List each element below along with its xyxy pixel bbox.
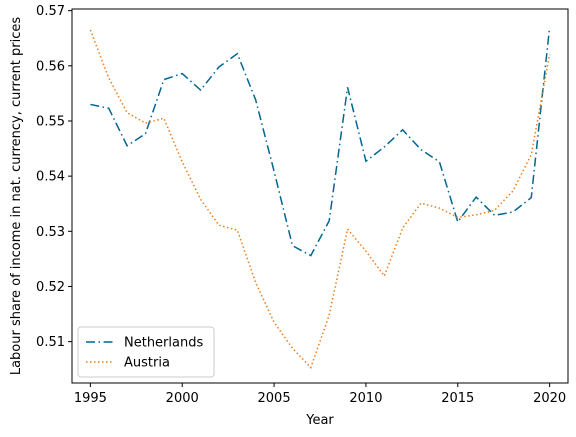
y-tick-label: 0.52 [36, 280, 65, 295]
axes-frame [71, 8, 569, 384]
series-line-austria [89, 29, 551, 369]
y-tick-label: 0.56 [36, 59, 65, 74]
y-tick-label: 0.51 [36, 335, 65, 350]
y-axis-label: Labour share of income in nat. currency,… [9, 17, 24, 376]
legend-label-austria: Austria [124, 356, 170, 371]
y-axis-ticks: 0.51 0.52 0.53 0.54 0.55 0.56 0.57 [36, 4, 72, 350]
legend: Netherlands Austria [77, 326, 215, 378]
x-tick-label: 2020 [533, 391, 566, 406]
x-tick-label: 2005 [258, 391, 291, 406]
y-tick-label: 0.55 [36, 114, 65, 129]
legend-label-netherlands: Netherlands [124, 336, 203, 351]
x-tick-label: 2010 [349, 391, 382, 406]
x-tick-label: 2015 [441, 391, 474, 406]
y-tick-label: 0.54 [36, 170, 65, 185]
legend-box [77, 326, 215, 378]
x-axis-ticks: 1995 2000 2005 2010 2015 2020 [74, 383, 566, 406]
y-tick-label: 0.53 [36, 225, 65, 240]
y-tick-label: 0.57 [36, 4, 65, 19]
x-tick-label: 2000 [166, 391, 199, 406]
series-line-netherlands [90, 27, 551, 257]
plot-lines [89, 27, 551, 369]
x-tick-label: 1995 [74, 391, 107, 406]
x-axis-label: Year [305, 413, 334, 428]
